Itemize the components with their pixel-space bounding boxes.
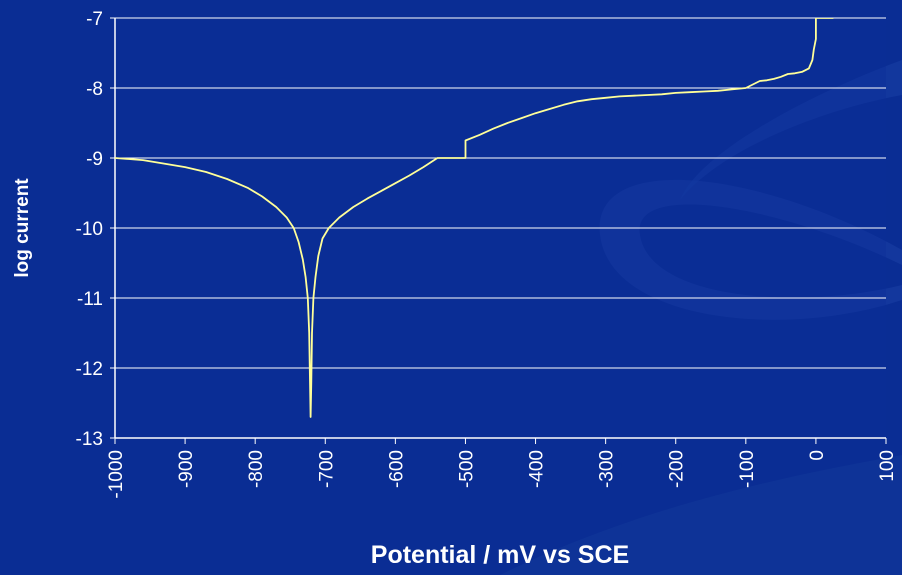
y-tick-label: -9 (86, 149, 103, 170)
y-tick-label: -8 (86, 79, 103, 100)
x-tick-label: -700 (316, 450, 337, 488)
y-tick-label: -13 (76, 429, 103, 450)
x-tick-label: -900 (176, 450, 197, 488)
x-tick-label: -200 (667, 450, 688, 488)
y-tick-label: -7 (86, 9, 103, 30)
x-tick-label: -300 (597, 450, 618, 488)
x-tick-label: 100 (877, 450, 898, 482)
y-tick-label: -12 (76, 359, 103, 380)
x-tick-label: -600 (386, 450, 407, 488)
y-tick-label: -11 (77, 289, 103, 310)
x-axis-ticks: -1000 -900 -800 -700 -600 -500 -400 -300 -200 -10… (106, 438, 898, 499)
x-tick-label: -500 (456, 450, 477, 488)
x-tick-label: -800 (246, 450, 267, 488)
background-swoosh-decoration (500, 60, 902, 575)
x-tick-label: -100 (737, 450, 758, 488)
x-axis-title: Potential / mV vs SCE (371, 541, 629, 569)
y-tick-label: -10 (76, 219, 103, 240)
series-line (115, 18, 834, 418)
x-tick-label: 0 (807, 450, 828, 461)
y-axis-title: log current (12, 178, 33, 278)
y-axis-ticks: -7 -8 -9 -10 -11 -12 -13 (76, 9, 115, 450)
x-tick-label: -1000 (106, 450, 127, 499)
x-tick-label: -400 (527, 450, 548, 488)
gridlines (115, 17, 886, 369)
